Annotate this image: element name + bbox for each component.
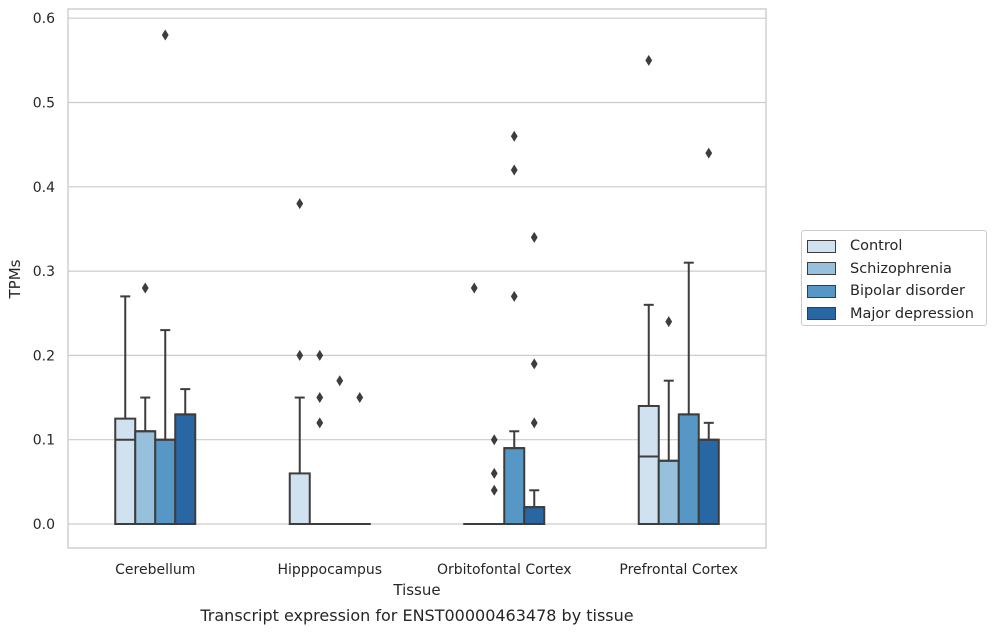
box-control-prefrontal-cortex bbox=[637, 303, 660, 526]
legend: Control Schizophrenia Bipolar disorder M… bbox=[801, 230, 987, 326]
box-major-depression-prefrontal-cortex bbox=[697, 421, 720, 526]
outlier-point bbox=[356, 392, 364, 404]
x-axis-ticks: Cerebellum Hipppocampus Orbitofontal Corte… bbox=[115, 562, 738, 578]
box-body bbox=[697, 438, 720, 526]
box-body bbox=[134, 430, 157, 525]
outlier-point bbox=[296, 349, 304, 361]
y-axis-ticks: 0.0 0.1 0.2 0.3 0.4 0.5 0.6 bbox=[33, 11, 55, 533]
legend-item-major-depression: Major depression bbox=[807, 303, 986, 326]
outlier-point bbox=[161, 29, 169, 41]
legend-item-bipolar-disorder: Bipolar disorder bbox=[807, 280, 986, 303]
box-major-depression-cerebellum bbox=[174, 388, 197, 525]
outlier-point bbox=[665, 316, 673, 328]
legend-swatch-bipolar-disorder bbox=[807, 284, 836, 298]
y-tick-label: 0.4 bbox=[33, 180, 55, 196]
outlier-point bbox=[510, 164, 518, 176]
box-body bbox=[523, 506, 546, 526]
box-series bbox=[114, 261, 720, 526]
x-axis-label: Tissue bbox=[392, 581, 440, 599]
plot-area-frame bbox=[67, 8, 767, 549]
legend-swatch-schizophrenia bbox=[807, 262, 836, 276]
outlier-point bbox=[316, 349, 324, 361]
y-axis-label: TPMs bbox=[6, 259, 24, 299]
box-body bbox=[174, 413, 197, 525]
box-bipolar-disorder-orbitofontal-cortex bbox=[503, 430, 526, 526]
box-schizophrenia-cerebellum bbox=[134, 396, 157, 525]
box-body bbox=[288, 472, 311, 526]
box-schizophrenia-prefrontal-cortex bbox=[657, 379, 680, 525]
box-bipolar-disorder-cerebellum bbox=[154, 329, 177, 526]
outlier-point bbox=[530, 231, 538, 243]
box-body bbox=[657, 459, 680, 525]
outlier-point bbox=[645, 54, 653, 66]
x-tick-label-orbitofontal-cortex: Orbitofontal Cortex bbox=[437, 562, 572, 578]
x-tick-label-cerebellum: Cerebellum bbox=[115, 562, 195, 578]
outlier-point bbox=[490, 434, 498, 446]
legend-item-schizophrenia: Schizophrenia bbox=[807, 258, 986, 281]
box-body bbox=[637, 404, 660, 526]
figure-caption: Transcript expression for ENST0000046347… bbox=[200, 606, 634, 625]
legend-swatch-major-depression bbox=[807, 307, 836, 321]
legend-item-control: Control bbox=[807, 235, 986, 258]
y-tick-label: 0.5 bbox=[33, 96, 55, 112]
x-tick-label-prefrontal-cortex: Prefrontal Cortex bbox=[619, 562, 738, 578]
y-tick-label: 0.2 bbox=[33, 348, 55, 364]
outlier-point bbox=[296, 198, 304, 210]
y-tick-label: 0.0 bbox=[33, 517, 55, 533]
outlier-point bbox=[705, 147, 713, 159]
box-bipolar-disorder-prefrontal-cortex bbox=[677, 261, 700, 525]
box-control-cerebellum bbox=[114, 295, 137, 525]
legend-label-control: Control bbox=[850, 238, 903, 255]
outlier-point bbox=[470, 282, 478, 294]
y-tick-label: 0.3 bbox=[33, 264, 55, 280]
box-control-hipppocampus bbox=[288, 396, 311, 526]
box-body bbox=[677, 413, 700, 525]
outlier-point bbox=[530, 417, 538, 429]
outlier-points bbox=[141, 29, 713, 496]
outlier-point bbox=[530, 358, 538, 370]
outlier-point bbox=[510, 130, 518, 142]
box-body bbox=[503, 447, 526, 526]
legend-label-major-depression: Major depression bbox=[850, 305, 974, 322]
box-body bbox=[114, 417, 137, 525]
outlier-point bbox=[316, 392, 324, 404]
y-tick-label: 0.6 bbox=[33, 11, 55, 27]
legend-swatch-control bbox=[807, 239, 836, 253]
legend-label-bipolar-disorder: Bipolar disorder bbox=[850, 283, 965, 300]
legend-label-schizophrenia: Schizophrenia bbox=[850, 260, 952, 277]
outlier-point bbox=[141, 282, 149, 294]
x-tick-label-hipppocampus: Hipppocampus bbox=[277, 562, 382, 578]
y-tick-label: 0.1 bbox=[33, 433, 55, 449]
outlier-point bbox=[490, 484, 498, 496]
outlier-point bbox=[316, 417, 324, 429]
outlier-point bbox=[336, 375, 344, 387]
box-major-depression-orbitofontal-cortex bbox=[523, 489, 546, 526]
outlier-point bbox=[490, 467, 498, 479]
outlier-point bbox=[510, 290, 518, 302]
box-body bbox=[154, 438, 177, 526]
